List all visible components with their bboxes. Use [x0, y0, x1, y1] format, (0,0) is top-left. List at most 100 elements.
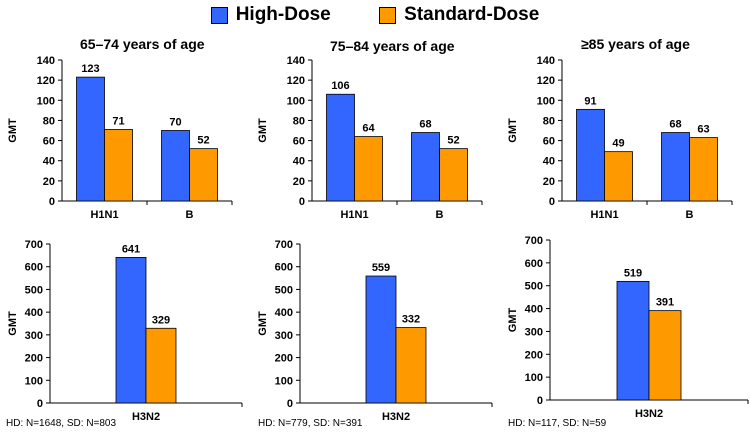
y-tick-label: 100: [37, 95, 55, 107]
y-tick-label: 600: [525, 258, 543, 270]
data-label: 123: [81, 63, 99, 75]
bar: [577, 109, 605, 201]
bar: [190, 149, 218, 201]
y-tick-label: 80: [43, 115, 55, 127]
y-tick-label: 40: [43, 156, 55, 168]
x-tick-label: H1N1: [590, 209, 618, 221]
y-tick-label: 100: [25, 375, 43, 387]
x-tick-label: B: [436, 209, 444, 221]
data-label: 64: [362, 123, 375, 135]
bar: [440, 149, 468, 201]
footnote-85-plus: HD: N=117, SD: N=59: [508, 418, 606, 429]
y-axis-label: GMT: [507, 308, 519, 333]
data-label: 91: [584, 95, 596, 107]
bar: [690, 138, 718, 201]
y-tick-label: 140: [537, 55, 555, 67]
y-tick-label: 300: [275, 330, 293, 342]
x-tick-label: H1N1: [90, 209, 118, 221]
y-axis-label: GMT: [257, 311, 269, 336]
data-label: 391: [656, 297, 674, 309]
x-tick-label: H3N2: [132, 411, 160, 423]
y-tick-label: 80: [293, 115, 305, 127]
y-tick-label: 20: [43, 176, 55, 188]
chart-65-74-h1n1-b: 0 20 40 60 80 100 120 140 GMT 123 71 H1N1 70 52 B: [0, 50, 250, 230]
chart-85-plus-h3n2: 0 100 200 300 400 500 600 700 GMT 519 391 H3N2: [500, 228, 750, 418]
y-tick-label: 300: [525, 326, 543, 338]
legend-item-high-dose: High-Dose: [211, 4, 331, 26]
y-tick-label: 700: [25, 239, 43, 251]
x-tick-label: B: [686, 209, 694, 221]
bar: [162, 131, 190, 202]
data-label: 63: [697, 124, 709, 136]
data-label: 519: [624, 267, 642, 279]
y-axis-label: GMT: [507, 118, 519, 143]
y-tick-label: 500: [275, 284, 293, 296]
data-label: 106: [331, 80, 349, 92]
y-tick-label: 60: [543, 136, 555, 148]
legend-swatch-standard-dose: [379, 7, 396, 24]
x-tick-label: B: [186, 209, 194, 221]
chart-85-plus-h1n1-b: 0 20 40 60 80 100 120 140 GMT 91 49 H1N1 68 63 B: [500, 50, 750, 230]
y-tick-label: 0: [287, 398, 293, 410]
footnote-65-74: HD: N=1648, SD: N=803: [6, 418, 116, 429]
y-tick-label: 60: [293, 136, 305, 148]
y-tick-label: 0: [549, 196, 555, 208]
bar: [116, 257, 146, 403]
bar: [105, 129, 133, 201]
y-tick-label: 100: [275, 375, 293, 387]
x-tick-label: H3N2: [635, 408, 663, 418]
y-tick-label: 300: [25, 330, 43, 342]
y-tick-label: 200: [525, 349, 543, 361]
bar: [327, 94, 355, 201]
data-label: 52: [447, 135, 459, 147]
y-tick-label: 0: [49, 196, 55, 208]
data-label: 70: [169, 117, 181, 129]
bar: [146, 328, 176, 403]
y-axis-label: GMT: [7, 311, 19, 336]
data-label: 49: [612, 138, 624, 150]
y-tick-label: 100: [525, 372, 543, 384]
y-tick-label: 200: [275, 353, 293, 365]
bar: [649, 311, 681, 400]
y-tick-label: 0: [537, 395, 543, 407]
data-label: 329: [152, 314, 170, 326]
chart-65-74-h3n2: 0 100 200 300 400 500 600 700 GMT 641 329 H3N2: [0, 234, 250, 424]
y-axis-label: GMT: [257, 118, 269, 143]
y-tick-label: 140: [287, 55, 305, 67]
y-tick-label: 40: [543, 156, 555, 168]
y-tick-label: 140: [37, 55, 55, 67]
y-tick-label: 0: [37, 398, 43, 410]
data-label: 68: [669, 119, 681, 131]
bar: [605, 152, 633, 201]
y-tick-label: 120: [37, 75, 55, 87]
footnote-75-84: HD: N=779, SD: N=391: [258, 418, 363, 429]
y-tick-label: 100: [287, 95, 305, 107]
y-tick-label: 400: [525, 304, 543, 316]
y-tick-label: 0: [299, 196, 305, 208]
y-tick-label: 200: [25, 353, 43, 365]
y-tick-label: 600: [275, 262, 293, 274]
x-tick-label: H1N1: [340, 209, 368, 221]
data-label: 332: [402, 314, 420, 326]
y-tick-label: 20: [543, 176, 555, 188]
y-tick-label: 700: [525, 235, 543, 247]
y-tick-label: 500: [25, 284, 43, 296]
bar: [77, 77, 105, 201]
y-axis-label: GMT: [7, 118, 19, 143]
y-tick-label: 400: [275, 307, 293, 319]
y-tick-label: 600: [25, 262, 43, 274]
y-tick-label: 60: [43, 136, 55, 148]
data-label: 71: [112, 115, 124, 127]
y-tick-label: 700: [275, 239, 293, 251]
chart-75-84-h3n2: 0 100 200 300 400 500 600 700 GMT 559 332 H3N2: [250, 234, 500, 424]
bar: [355, 137, 383, 201]
data-label: 68: [419, 119, 431, 131]
bar: [617, 281, 649, 400]
x-tick-label: H3N2: [382, 411, 410, 423]
legend-item-standard-dose: Standard-Dose: [379, 4, 539, 26]
bar: [366, 276, 396, 403]
y-tick-label: 120: [287, 75, 305, 87]
y-tick-label: 100: [537, 95, 555, 107]
y-tick-label: 500: [525, 281, 543, 293]
